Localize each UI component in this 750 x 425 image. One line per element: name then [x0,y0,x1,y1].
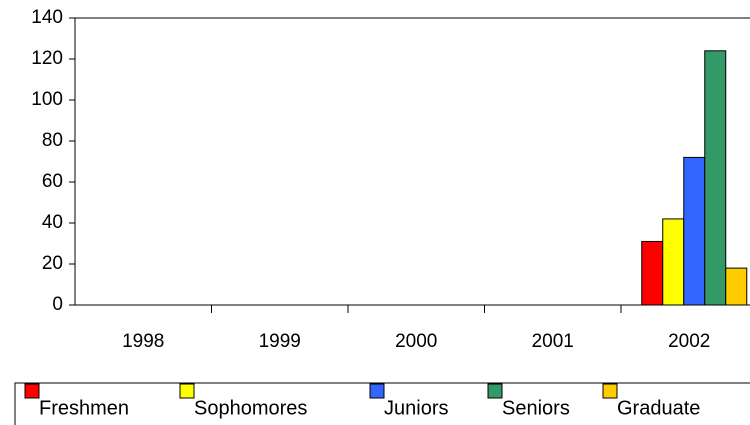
y-tick-label: 60 [42,171,63,192]
legend-swatch [487,383,503,399]
legend-label: Seniors [502,397,570,419]
bar [704,50,727,306]
x-tick-label: 1998 [122,331,164,352]
y-tick-label: 40 [42,212,63,233]
legend-swatch [24,383,40,399]
y-tick-label: 0 [52,294,63,315]
bar [641,240,664,306]
x-tick-label: 2000 [395,331,437,352]
bar [662,218,685,306]
legend-swatch [369,383,385,399]
legend-label: Sophomores [194,397,307,419]
legend-label: Freshmen [39,397,129,419]
y-tick-label: 100 [31,89,63,110]
y-tick-label: 20 [42,253,63,274]
bar [683,156,706,306]
legend-label: Graduate [617,397,700,419]
legend-label: Juniors [384,397,448,419]
bar [725,267,748,306]
y-tick-label: 120 [31,48,63,69]
legend-swatch [179,383,195,399]
x-tick-label: 2001 [532,331,574,352]
x-tick-label: 2002 [668,331,710,352]
legend-swatch [602,383,618,399]
y-tick-label: 80 [42,130,63,151]
y-tick-label: 140 [31,7,63,28]
x-tick-label: 1999 [259,331,301,352]
